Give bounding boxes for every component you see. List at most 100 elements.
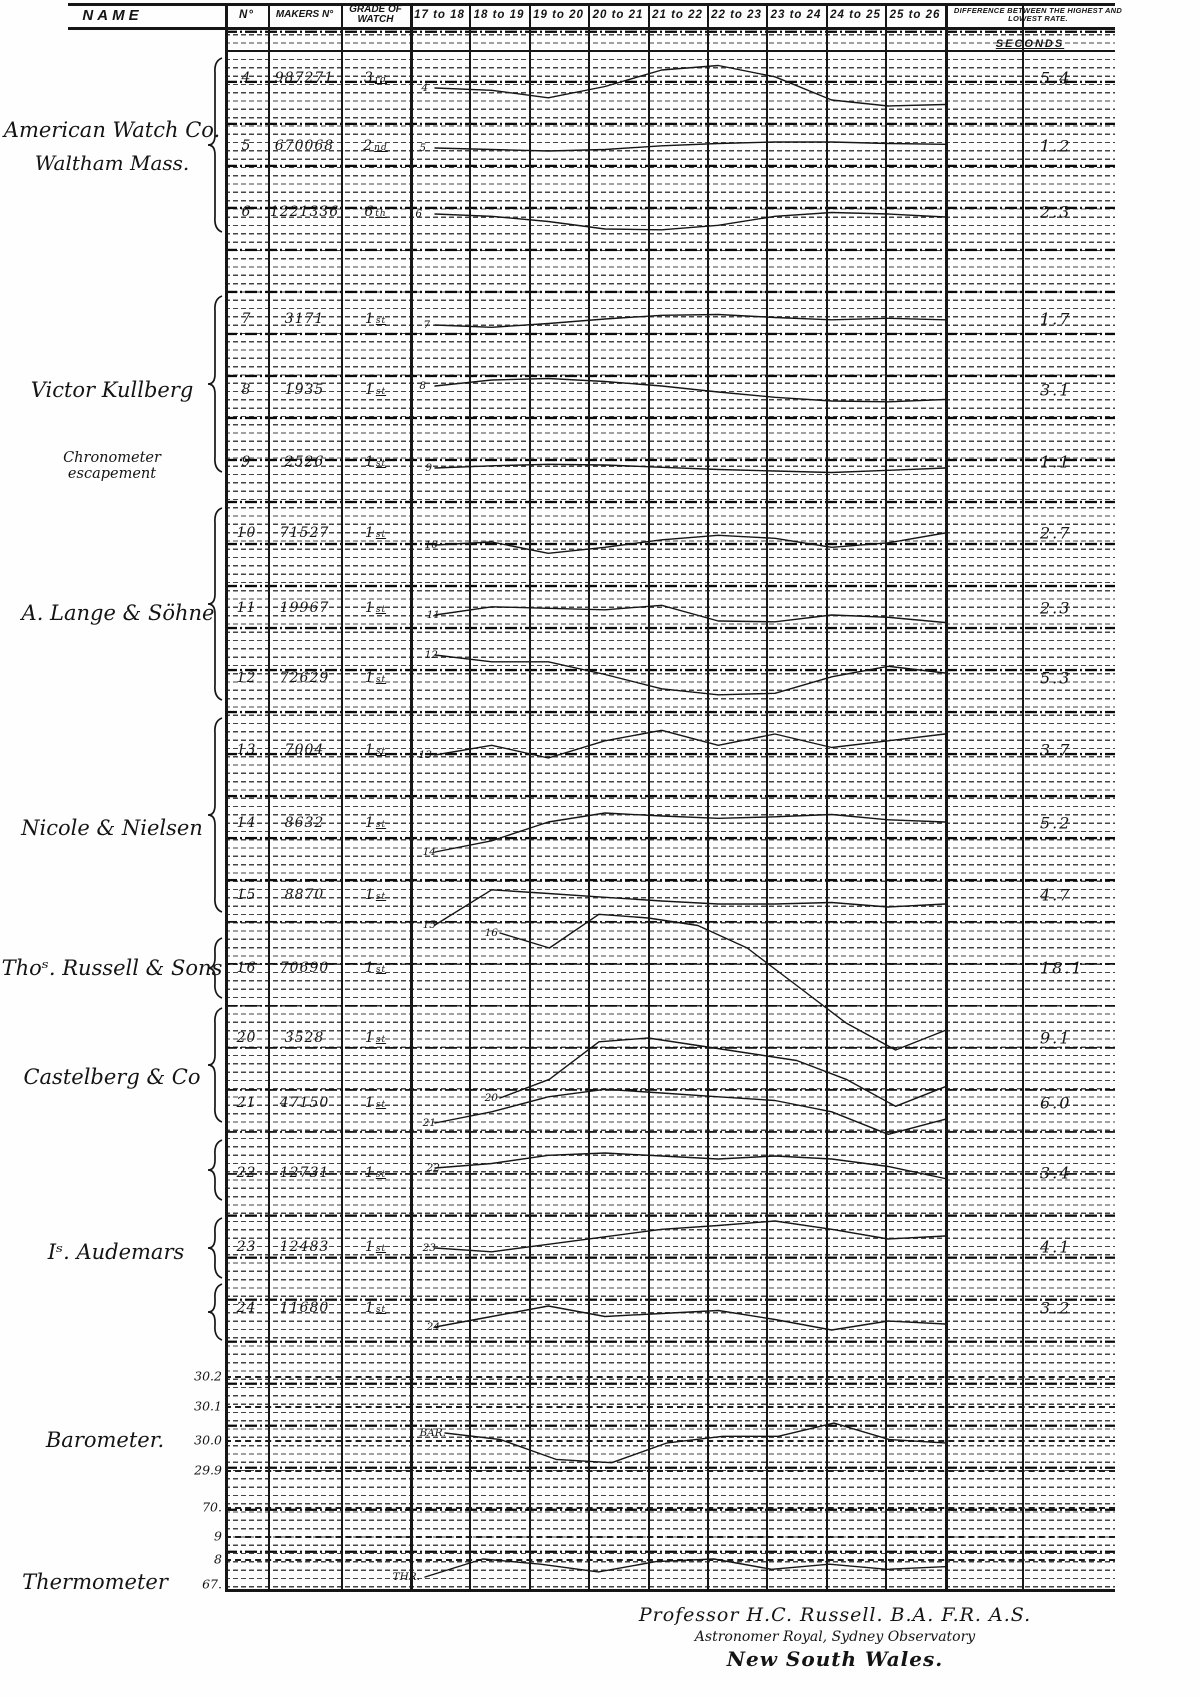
grid-vline	[410, 3, 413, 1589]
row-no: 14	[236, 815, 257, 831]
row-no: 22	[236, 1165, 257, 1181]
maker-name: Castelberg & Co	[23, 1065, 201, 1089]
row-difference-seconds: 2.7	[1040, 523, 1072, 543]
row-makers-no: 12483	[279, 1239, 330, 1255]
group-brace	[207, 1139, 223, 1201]
row-makers-no: 2526	[284, 454, 325, 470]
trace-label: 5	[419, 142, 426, 154]
trace-label: 22	[426, 1162, 440, 1174]
scale-rule-line	[225, 1440, 1115, 1442]
grade-suffix: st	[375, 675, 387, 685]
trace-label: 15	[422, 919, 436, 931]
thermometer-tick: 8	[214, 1551, 222, 1567]
grade-suffix: st	[375, 530, 387, 540]
trace-label: 8	[419, 380, 426, 392]
grid-vline	[648, 3, 650, 1589]
col-header-3: GRADE OF WATCH	[349, 4, 402, 25]
row-no: 16	[236, 960, 257, 976]
grid-vline	[529, 3, 531, 1589]
grade-number: 1	[364, 670, 375, 686]
signature-place: New South Wales.	[726, 1647, 944, 1671]
grid-hline	[68, 27, 1115, 30]
col-header-10: 23 to 24	[770, 9, 822, 21]
row-no: 8	[241, 382, 252, 398]
grid-vline	[341, 3, 343, 1589]
row-no: 20	[236, 1030, 257, 1046]
grade-suffix: st	[375, 605, 387, 615]
maker-name: Barometer.	[45, 1428, 165, 1452]
grade-number: 1	[364, 600, 375, 616]
row-no: 13	[236, 742, 257, 758]
col-header-8: 21 to 22	[652, 9, 703, 21]
row-makers-no: 7004	[284, 742, 325, 758]
ruling-hatch-heavy	[225, 27, 1115, 1589]
row-makers-no: 1221336	[269, 204, 340, 220]
row-no: 15	[236, 887, 257, 903]
group-brace	[207, 1283, 223, 1341]
grade-number: 1	[364, 960, 375, 976]
grade-suffix: th	[375, 209, 387, 219]
row-makers-no: 71527	[279, 525, 330, 541]
grade-suffix: st	[375, 965, 387, 975]
grade-number: 1	[364, 887, 375, 903]
col-header-12: 25 to 26	[889, 9, 941, 21]
maker-name: A. Lange & Söhne	[21, 601, 215, 625]
trace-label: 13	[418, 749, 432, 761]
grade-suffix: st	[375, 387, 387, 397]
grade-number: 1	[364, 1165, 375, 1181]
trace-label: 16	[484, 927, 498, 939]
col-header-7: 20 to 21	[592, 9, 644, 21]
row-difference-seconds: 18.1	[1040, 958, 1084, 978]
grade-number: 2	[363, 138, 374, 154]
scale-rule-line	[225, 1406, 1115, 1408]
grade-suffix: st	[375, 316, 387, 326]
row-makers-no: 3528	[284, 1030, 325, 1046]
row-makers-no: 3171	[284, 311, 325, 327]
barometer-tick: 30.1	[194, 1398, 222, 1414]
row-no: 24	[236, 1300, 257, 1316]
row-makers-no: 987271	[274, 70, 335, 86]
grid-vline	[469, 3, 471, 1589]
row-no: 12	[236, 670, 257, 686]
trace-label: 12	[424, 649, 438, 661]
row-no: 9	[241, 454, 252, 470]
col-header-4: 17 to 18	[414, 9, 465, 21]
trace-label: 20	[484, 1092, 498, 1104]
row-difference-seconds: 1.7	[1040, 309, 1072, 329]
grade-number: 1	[364, 454, 375, 470]
grade-number: 1	[364, 742, 375, 758]
col-header-13: DIFFERENCE BETWEEN THE HIGHEST AND LOWES…	[953, 5, 1123, 23]
row-makers-no: 70690	[279, 960, 330, 976]
row-makers-no: 1935	[284, 382, 325, 398]
barometer-tick: 30.2	[194, 1368, 222, 1384]
grid-vline	[1022, 3, 1024, 1589]
maker-subname: Chronometer escapement	[63, 450, 161, 482]
grade-number: 6	[364, 204, 375, 220]
grade-number: 1	[364, 1300, 375, 1316]
grade-suffix: rd	[374, 75, 387, 85]
maker-name: Victor Kullberg	[30, 378, 194, 402]
group-brace	[207, 717, 223, 913]
grade-suffix: st	[375, 1305, 387, 1315]
trace-label: 4	[421, 82, 428, 94]
row-makers-no: 8632	[284, 815, 325, 831]
row-makers-no: 670068	[274, 138, 335, 154]
maker-name: American Watch Co.	[3, 118, 221, 142]
row-makers-no: 8870	[284, 887, 325, 903]
row-difference-seconds: 3.1	[1040, 380, 1072, 400]
col-header-6: 19 to 20	[533, 9, 584, 21]
thermometer-tick: 70.	[202, 1499, 222, 1515]
signature-block: Professor H.C. Russell. B.A. F.R. A.S. A…	[600, 1604, 1070, 1671]
grade-suffix: nd	[374, 143, 388, 153]
grid-vline	[225, 3, 228, 1589]
row-difference-seconds: 4.7	[1040, 885, 1072, 905]
